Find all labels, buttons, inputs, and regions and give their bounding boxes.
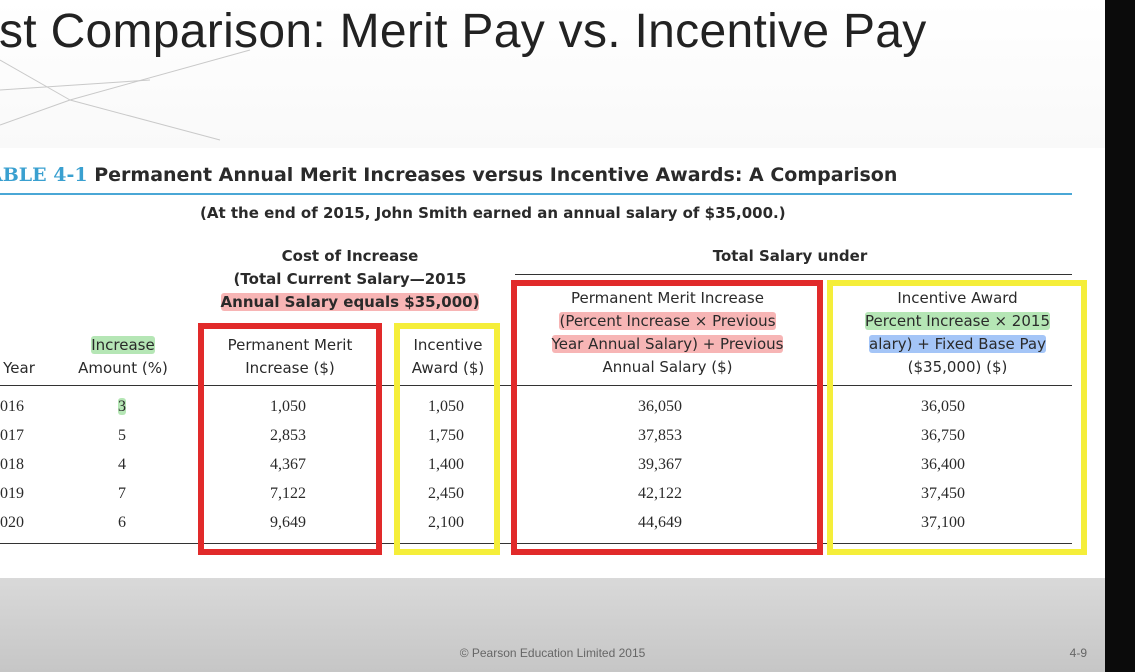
slide-title: ost Comparison: Merit Pay vs. Incentive … [0, 5, 927, 58]
cell-merit-total: 42,122 [638, 485, 682, 502]
cell-increase: 6 [118, 514, 126, 531]
cell-incentive-cost: 2,450 [428, 485, 464, 502]
cell-merit-cost: 9,649 [270, 514, 306, 531]
cell-incentive-total: 36,050 [921, 398, 965, 415]
right-edge-bar [1105, 0, 1135, 672]
cell-merit-total: 37,853 [638, 427, 682, 444]
cell-increase: 7 [118, 485, 126, 502]
col-merit-total-line-2-text: (Percent Increase × Previous [559, 312, 776, 330]
highlight-box-merit-total [511, 280, 823, 555]
col-header-incentive-cost: Incentive Award ($) [396, 334, 500, 380]
cell-year: 2019 [0, 485, 24, 502]
col-header-incentive-total: Incentive Award Percent Increase × 2015 … [830, 287, 1085, 379]
table-bottom-rule [0, 543, 1072, 544]
col-incentive-total-line-4: ($35,000) ($) [907, 358, 1008, 376]
cell-incentive-cost: 1,750 [428, 427, 464, 444]
cell-year: 2016 [0, 398, 24, 415]
cell-merit-cost: 4,367 [270, 456, 306, 473]
cell-year: 2017 [0, 427, 24, 444]
cell-increase: 4 [118, 456, 126, 473]
group-cost-line-1: Cost of Increase [281, 247, 419, 265]
col-incentive-total-line-1: Incentive Award [897, 289, 1018, 307]
col-increase-line-2: Amount (%) [78, 359, 168, 377]
col-incentive-total-line-3-text: alary) + Fixed Base Pay [869, 335, 1046, 353]
bottom-band [0, 578, 1105, 672]
col-merit-total-line-4: Annual Salary ($) [602, 358, 733, 376]
cell-incentive-total: 36,750 [921, 427, 965, 444]
col-incentive-total-line-3: alary) + Fixed Base Pay [830, 333, 1085, 356]
copyright-footer: © Pearson Education Limited 2015 [459, 646, 646, 660]
cell-incentive-total: 37,100 [921, 514, 965, 531]
col-merit-total-line-3: Year Annual Salary) + Previous [515, 333, 820, 356]
cell-increase: 3 [82, 398, 162, 416]
cell-increase: 5 [118, 427, 126, 444]
col-header-increase: Increase Amount (%) [58, 334, 188, 380]
col-header-merit-cost: Permanent Merit Increase ($) [200, 334, 380, 380]
cell-incentive-cost: 1,050 [428, 398, 464, 415]
cell-increase-text: 3 [118, 398, 126, 415]
cell-incentive-total: 36,400 [921, 456, 965, 473]
highlight-box-incentive-total [827, 280, 1087, 555]
col-incentive-total-line-2-text: Percent Increase × 2015 [865, 312, 1050, 330]
table-caption: ABLE 4-1 Permanent Annual Merit Increase… [0, 164, 897, 186]
caption-rule [0, 193, 1072, 195]
col-incentive-cost-line-2: Award ($) [411, 359, 485, 377]
group-header-cost: Cost of Increase (Total Current Salary—2… [200, 245, 500, 314]
table-label: ABLE 4-1 [0, 164, 88, 186]
col-header-merit-total: Permanent Merit Increase (Percent Increa… [515, 287, 820, 379]
cell-year: 2020 [0, 514, 24, 531]
col-merit-total-line-1: Permanent Merit Increase [571, 289, 764, 307]
table-caption-text: Permanent Annual Merit Increases versus … [94, 164, 898, 186]
group-cost-line-3-text: Annual Salary equals $35,000) [220, 293, 480, 311]
col-increase-line-1: Increase [58, 334, 188, 357]
cell-merit-total: 39,367 [638, 456, 682, 473]
highlight-box-merit-cost [198, 323, 382, 555]
group-header-total: Total Salary under [712, 247, 868, 265]
cell-incentive-cost: 1,400 [428, 456, 464, 473]
cell-incentive-cost: 2,100 [428, 514, 464, 531]
col-merit-total-line-3-text: Year Annual Salary) + Previous [551, 335, 784, 353]
col-incentive-total-line-2: Percent Increase × 2015 [830, 310, 1085, 333]
page-number: 4-9 [1069, 646, 1087, 660]
cell-merit-total: 44,649 [638, 514, 682, 531]
cell-year: 2018 [0, 456, 24, 473]
group-cost-line-3: Annual Salary equals $35,000) [200, 291, 500, 314]
header-bottom-rule [0, 385, 1072, 386]
col-merit-cost-line-2: Increase ($) [245, 359, 335, 377]
col-merit-cost-line-1: Permanent Merit [227, 336, 353, 354]
group-total-rule [515, 274, 1072, 275]
col-header-year: Year [3, 359, 35, 377]
col-merit-total-line-2: (Percent Increase × Previous [515, 310, 820, 333]
col-increase-line-1-text: Increase [91, 336, 155, 354]
cell-merit-cost: 7,122 [270, 485, 306, 502]
highlight-box-incentive-cost [394, 323, 500, 555]
col-incentive-cost-line-1: Incentive [413, 336, 483, 354]
cell-incentive-total: 37,450 [921, 485, 965, 502]
cell-merit-cost: 1,050 [270, 398, 306, 415]
table-region [0, 148, 1105, 578]
group-cost-line-2: (Total Current Salary—2015 [233, 270, 467, 288]
decorative-lines [0, 49, 251, 141]
table-subtitle: (At the end of 2015, John Smith earned a… [200, 204, 786, 222]
cell-merit-cost: 2,853 [270, 427, 306, 444]
cell-merit-total: 36,050 [638, 398, 682, 415]
